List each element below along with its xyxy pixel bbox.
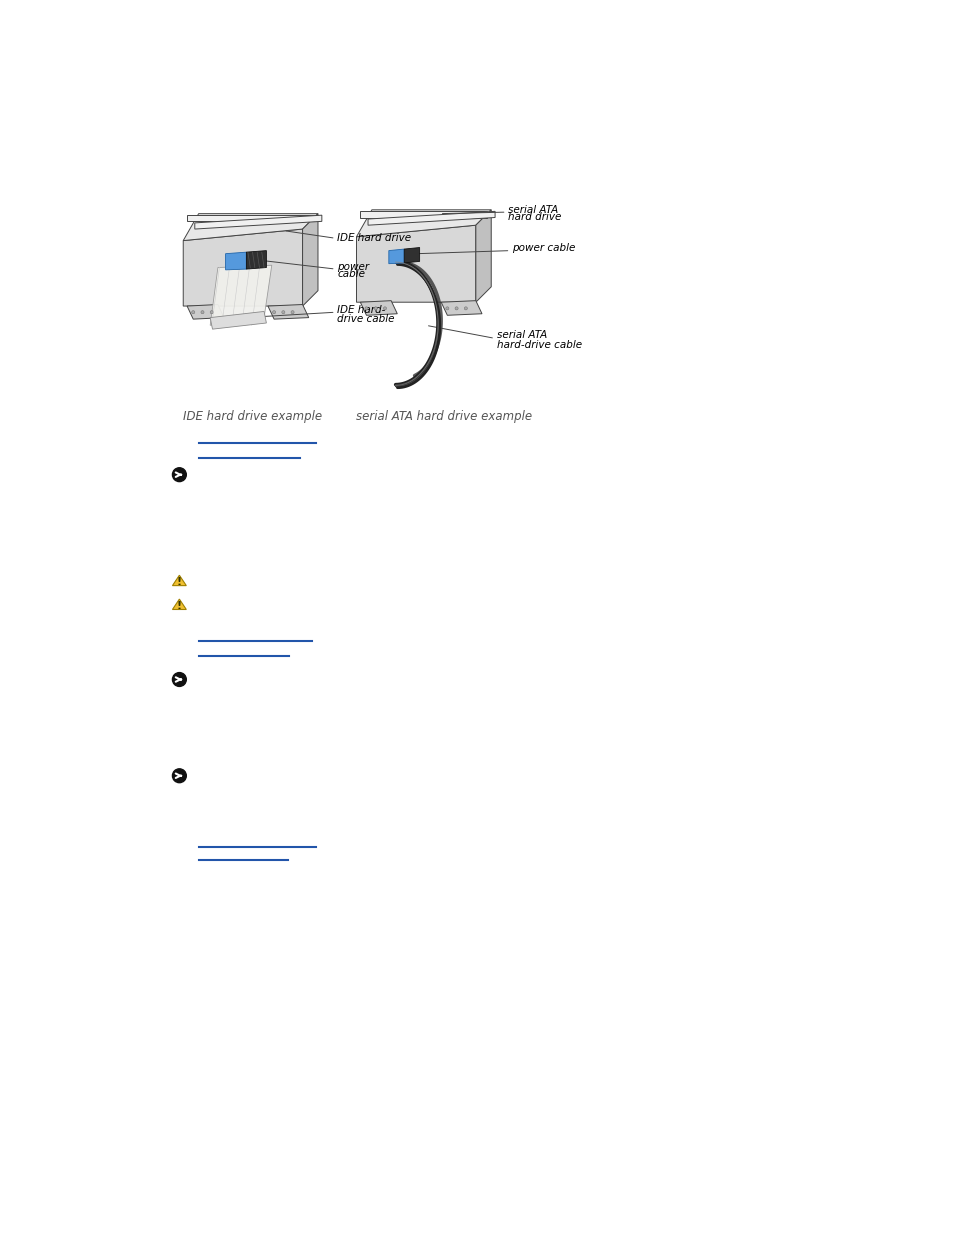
Polygon shape	[476, 210, 491, 303]
Text: drive cable: drive cable	[336, 314, 395, 324]
Circle shape	[365, 306, 368, 310]
Polygon shape	[404, 247, 419, 263]
Circle shape	[455, 306, 457, 310]
Text: IDE hard drive example: IDE hard drive example	[183, 410, 322, 424]
Circle shape	[281, 311, 285, 314]
Circle shape	[210, 311, 213, 314]
Circle shape	[445, 306, 449, 310]
Text: serial ATA: serial ATA	[508, 205, 558, 215]
Polygon shape	[210, 311, 266, 330]
Polygon shape	[183, 228, 302, 306]
Circle shape	[172, 673, 186, 687]
Polygon shape	[194, 215, 321, 228]
Circle shape	[192, 311, 194, 314]
Text: !: !	[176, 601, 182, 611]
Text: IDE hard-: IDE hard-	[336, 305, 385, 315]
Text: IDE hard drive: IDE hard drive	[336, 233, 411, 243]
Circle shape	[374, 306, 376, 310]
Polygon shape	[368, 211, 495, 225]
Polygon shape	[172, 576, 186, 585]
Polygon shape	[187, 215, 314, 221]
Text: serial ATA: serial ATA	[497, 330, 546, 341]
Text: hard-drive cable: hard-drive cable	[497, 340, 581, 350]
Polygon shape	[210, 266, 272, 325]
Circle shape	[201, 311, 204, 314]
Circle shape	[383, 306, 386, 310]
Text: power: power	[336, 262, 369, 272]
Circle shape	[172, 769, 186, 783]
Polygon shape	[440, 300, 481, 315]
Polygon shape	[356, 225, 476, 303]
Circle shape	[464, 306, 467, 310]
Text: power cable: power cable	[512, 243, 575, 253]
Polygon shape	[360, 300, 396, 315]
Polygon shape	[356, 210, 491, 237]
Polygon shape	[389, 249, 404, 264]
Circle shape	[291, 311, 294, 314]
Polygon shape	[360, 211, 487, 217]
Polygon shape	[225, 252, 246, 270]
Polygon shape	[246, 251, 266, 269]
Polygon shape	[183, 214, 317, 241]
Polygon shape	[302, 214, 317, 306]
Text: cable: cable	[336, 269, 365, 279]
Text: serial ATA hard drive example: serial ATA hard drive example	[356, 410, 532, 424]
Circle shape	[273, 311, 275, 314]
Circle shape	[172, 468, 186, 482]
Polygon shape	[187, 305, 224, 319]
Text: hard drive: hard drive	[508, 212, 561, 222]
Text: !: !	[176, 577, 182, 587]
Polygon shape	[268, 305, 309, 319]
Polygon shape	[172, 599, 186, 610]
